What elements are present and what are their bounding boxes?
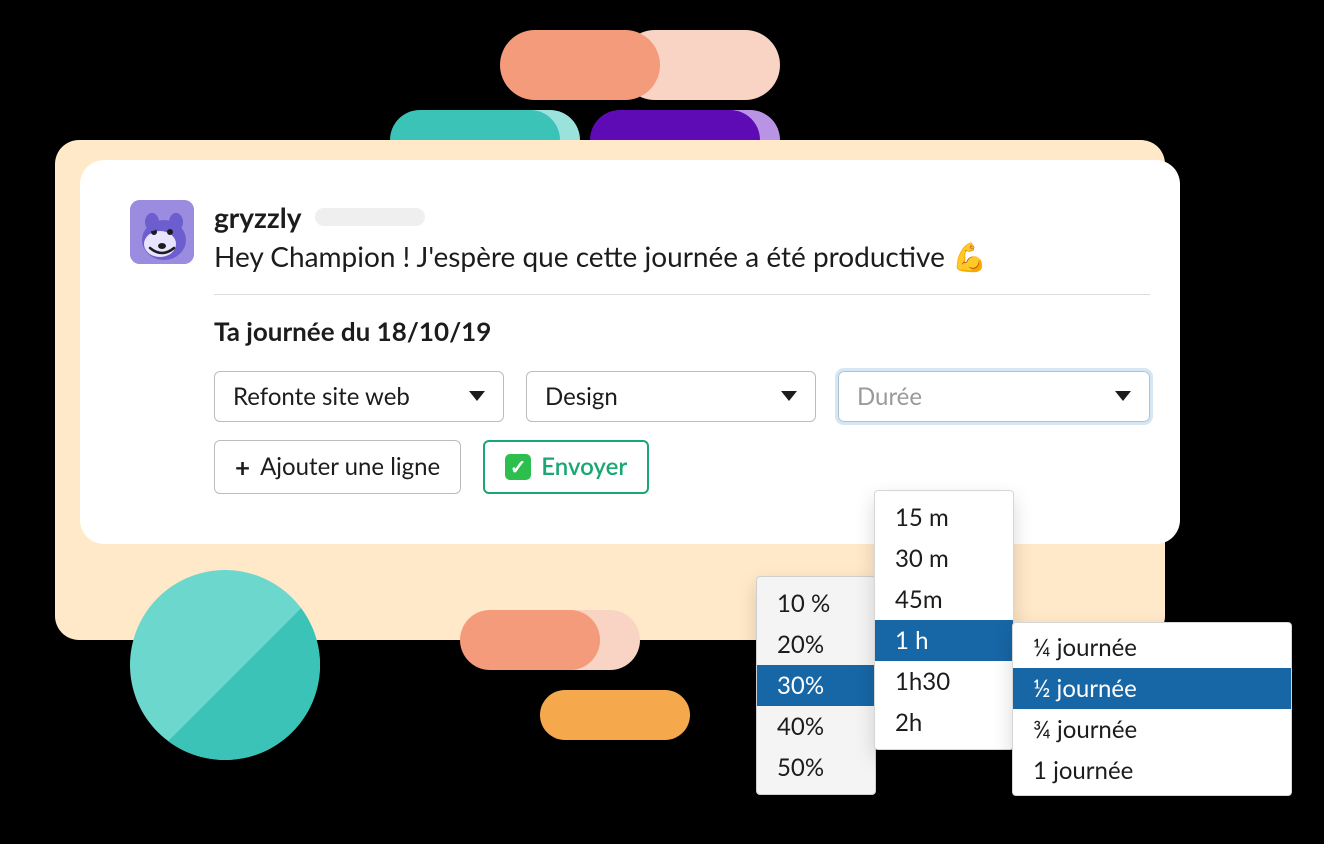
percent-option[interactable]: 30%	[757, 665, 875, 706]
flex-emoji: 💪	[952, 239, 987, 273]
day-option[interactable]: 1 journée	[1013, 750, 1291, 791]
task-select-label: Design	[545, 382, 618, 411]
time-option[interactable]: 2h	[875, 702, 1013, 743]
decor-circle	[130, 570, 320, 760]
percent-option[interactable]: 20%	[757, 624, 875, 665]
day-option[interactable]: ¾ journée	[1013, 709, 1291, 750]
percent-popover: 10 %20%30%40%50%	[756, 576, 876, 795]
day-option[interactable]: ½ journée	[1013, 668, 1291, 709]
duration-select-placeholder: Durée	[857, 382, 922, 411]
chevron-down-icon	[781, 391, 797, 401]
greeting-text: Hey Champion ! J'espère que cette journé…	[214, 238, 1150, 276]
project-select[interactable]: Refonte site web	[214, 371, 504, 422]
decor-pill-yellow	[540, 690, 690, 740]
send-button[interactable]: ✓ Envoyer	[483, 440, 649, 494]
divider	[214, 294, 1150, 295]
day-popover: ¼ journée½ journée¾ journée1 journée	[1012, 622, 1292, 796]
task-select[interactable]: Design	[526, 371, 816, 422]
project-select-label: Refonte site web	[233, 382, 410, 411]
add-line-label: Ajouter une ligne	[260, 452, 440, 481]
chevron-down-icon	[469, 391, 485, 401]
percent-option[interactable]: 50%	[757, 747, 875, 788]
greeting-body: Hey Champion ! J'espère que cette journé…	[214, 239, 945, 273]
decor-pill-orange-solid	[500, 30, 660, 100]
send-label: Envoyer	[541, 452, 627, 481]
percent-option[interactable]: 40%	[757, 706, 875, 747]
check-icon: ✓	[505, 454, 531, 480]
time-option[interactable]: 1h30	[875, 661, 1013, 702]
time-popover: 15 m30 m45m1 h1h302h	[874, 490, 1014, 750]
duration-select[interactable]: Durée	[838, 371, 1150, 422]
plus-icon: +	[235, 451, 250, 483]
decor-pill-bottom-orange-solid	[460, 610, 600, 670]
add-line-button[interactable]: + Ajouter une ligne	[214, 440, 461, 494]
time-option[interactable]: 1 h	[875, 620, 1013, 661]
chevron-down-icon	[1115, 391, 1131, 401]
bot-avatar	[130, 200, 194, 264]
time-option[interactable]: 30 m	[875, 538, 1013, 579]
sender-name: gryzzly	[214, 200, 301, 234]
timestamp-placeholder	[315, 208, 425, 226]
message-card: gryzzly Hey Champion ! J'espère que cett…	[80, 160, 1180, 544]
day-option[interactable]: ¼ journée	[1013, 627, 1291, 668]
time-option[interactable]: 15 m	[875, 497, 1013, 538]
section-title: Ta journée du 18/10/19	[214, 315, 1150, 347]
time-option[interactable]: 45m	[875, 579, 1013, 620]
percent-option[interactable]: 10 %	[757, 583, 875, 624]
